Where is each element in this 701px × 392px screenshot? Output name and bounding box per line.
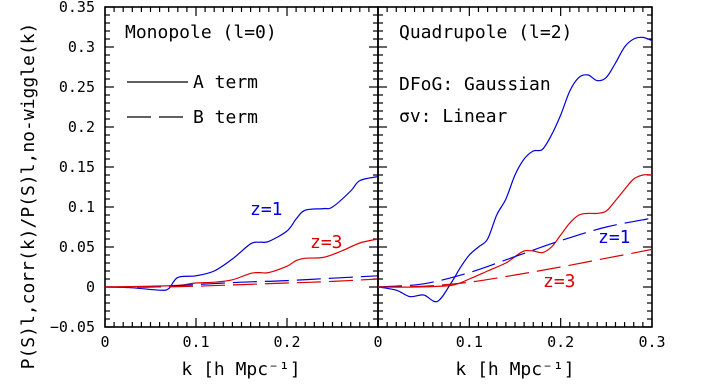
legend: A term B term xyxy=(127,72,258,128)
series-line-b-term-z3 xyxy=(104,278,379,288)
series-line-b-term-z3 xyxy=(377,248,653,288)
x-tick-label: 0 xyxy=(373,333,382,351)
panel-title-quadrupole: Quadrupole (l=2) xyxy=(399,22,572,43)
series-line-a-term-z3 xyxy=(104,238,379,288)
annotation-z3-monopole: z=3 xyxy=(310,232,343,253)
legend-label-b-term: B term xyxy=(193,107,258,128)
x-tick-label: 0.3 xyxy=(638,333,665,351)
x-tick-label: 0.1 xyxy=(456,333,483,351)
series-line-a-term-z3 xyxy=(377,174,653,288)
plot-frame-monopole xyxy=(104,6,379,328)
series-line-b-term-z1 xyxy=(377,217,653,288)
panel-title-monopole: Monopole (l=0) xyxy=(125,22,277,43)
curves-monopole xyxy=(104,176,379,291)
y-tick-label: 0.3 xyxy=(68,38,95,56)
x-axis-label-quadrupole: k [h Mpc⁻¹] xyxy=(455,359,574,380)
y-axis-label: P(S)l,corr(k)/P(S)l,no-wiggle(k) xyxy=(18,23,39,370)
legend-label-a-term: A term xyxy=(193,72,258,93)
y-tick-label: 0.15 xyxy=(59,158,95,176)
y-tick-label: 0.05 xyxy=(59,238,95,256)
annotation-z1-monopole: z=1 xyxy=(250,199,283,220)
panel-monopole: 0 0.1 0.2 −0.05 0 0.05 0.1 0.15 0.2 0.25 0.3 0.35 M… xyxy=(50,0,379,380)
y-tick-label: 0.2 xyxy=(68,118,95,136)
plot-frame-quadrupole xyxy=(377,6,653,328)
y-tick-label: 0.1 xyxy=(68,198,95,216)
y-tick-label: 0.35 xyxy=(59,0,95,16)
ticks-monopole: 0 0.1 0.2 −0.05 0 0.05 0.1 0.15 0.2 0.25 0.3 0.35 xyxy=(50,0,379,351)
y-tick-label: −0.05 xyxy=(50,318,95,336)
x-tick-label: 0.2 xyxy=(273,333,300,351)
note-sigma-v: σv: Linear xyxy=(399,106,508,127)
series-line-a-term-z1 xyxy=(377,36,653,303)
y-tick-label: 0 xyxy=(86,278,95,296)
panel-quadrupole: 0 0.1 0.2 0.3 Quadrupole (l=2) DFoG: Gaussi… xyxy=(373,6,666,380)
note-dfog: DFoG: Gaussian xyxy=(399,74,551,95)
x-tick-label: 0.1 xyxy=(182,333,209,351)
curves-quadrupole xyxy=(377,36,653,303)
x-tick-label: 0 xyxy=(100,333,109,351)
series-line-a-term-z1 xyxy=(104,176,379,291)
y-axis-label-text: P(S)l,corr(k)/P(S)l,no-wiggle(k) xyxy=(18,23,39,370)
x-axis-label-monopole: k [h Mpc⁻¹] xyxy=(181,359,300,380)
annotation-z3-quadrupole: z=3 xyxy=(543,271,576,292)
x-tick-label: 0.2 xyxy=(547,333,574,351)
annotation-z1-quadrupole: z=1 xyxy=(598,227,631,248)
ticks-quadrupole: 0 0.1 0.2 0.3 xyxy=(373,6,666,351)
y-tick-label: 0.25 xyxy=(59,78,95,96)
